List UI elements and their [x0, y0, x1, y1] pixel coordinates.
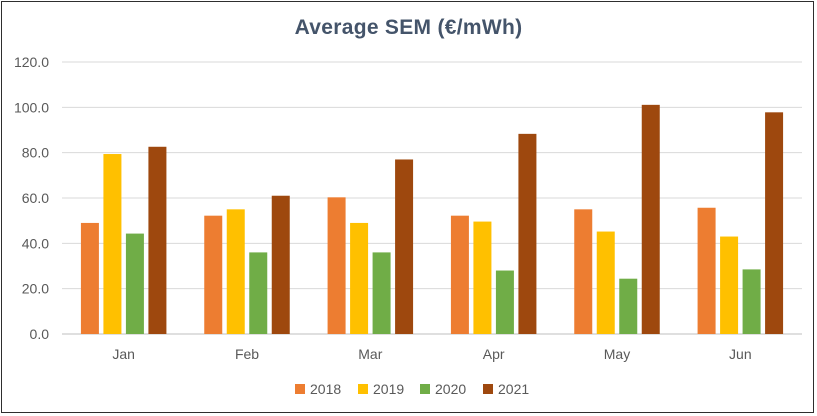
- bar-2019-jun: [720, 236, 739, 334]
- bar-2019-feb: [226, 209, 245, 334]
- legend-swatch-2019: [358, 384, 368, 394]
- bar-2021-feb: [271, 195, 290, 334]
- legend-label-2021: 2021: [498, 381, 529, 397]
- bar-2018-jan: [80, 222, 99, 334]
- bar-2021-apr: [518, 133, 537, 334]
- bar-2019-mar: [350, 222, 369, 334]
- x-tick-label: Feb: [235, 346, 259, 362]
- x-tick-label: Mar: [358, 346, 382, 362]
- y-tick-label: 80.0: [22, 145, 49, 161]
- y-tick-label: 0.0: [30, 326, 50, 342]
- y-tick-label: 40.0: [22, 235, 49, 251]
- x-tick-label: Jun: [729, 346, 752, 362]
- bar-2020-jun: [742, 269, 761, 334]
- legend-swatch-2020: [420, 384, 430, 394]
- bar-2018-may: [574, 209, 593, 334]
- legend-label-2018: 2018: [310, 381, 341, 397]
- legend-label-2019: 2019: [373, 381, 404, 397]
- x-tick-label: Jan: [112, 346, 135, 362]
- bar-2021-mar: [395, 159, 414, 334]
- bar-2020-mar: [372, 252, 391, 334]
- y-tick-label: 60.0: [22, 190, 49, 206]
- bar-2021-jun: [765, 112, 784, 334]
- legend-label-2020: 2020: [435, 381, 466, 397]
- bar-2018-mar: [327, 197, 346, 334]
- x-tick-label: May: [604, 346, 630, 362]
- x-tick-label: Apr: [483, 346, 505, 362]
- bar-2019-may: [596, 231, 615, 334]
- bar-2019-apr: [473, 221, 492, 334]
- bar-2019-jan: [103, 154, 122, 334]
- bar-2018-jun: [697, 207, 716, 334]
- legend-swatch-2018: [295, 384, 305, 394]
- legend-swatch-2021: [483, 384, 493, 394]
- bar-2020-apr: [495, 270, 514, 334]
- chart-title: Average SEM (€/mWh): [294, 16, 523, 39]
- bar-2021-may: [641, 104, 660, 334]
- bar-2020-feb: [249, 252, 268, 334]
- bar-2018-feb: [204, 215, 223, 334]
- bar-2020-may: [619, 278, 638, 334]
- y-tick-label: 20.0: [22, 281, 49, 297]
- y-tick-label: 120.0: [14, 54, 49, 70]
- bar-2020-jan: [125, 233, 144, 334]
- bar-2021-jan: [148, 146, 167, 334]
- y-tick-label: 100.0: [14, 99, 49, 115]
- bar-2018-apr: [450, 215, 469, 334]
